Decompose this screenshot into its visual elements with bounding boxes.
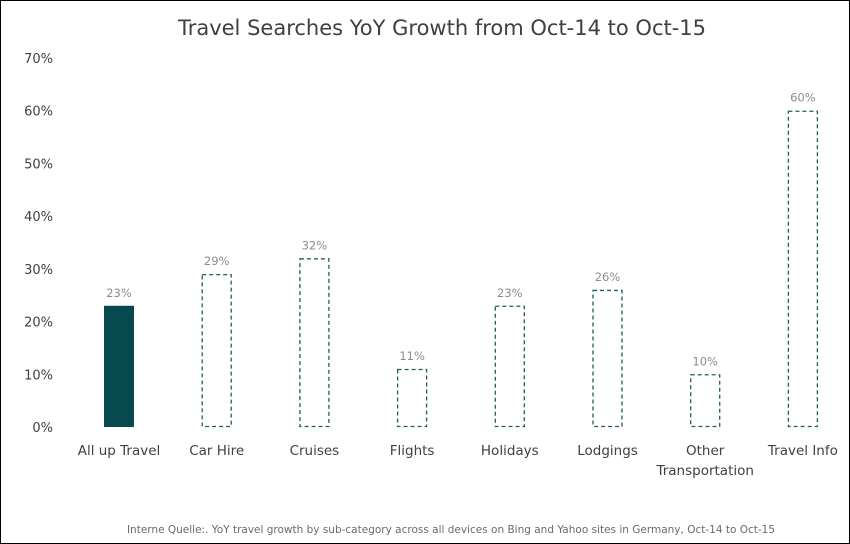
y-tick-label: 0% — [32, 421, 53, 436]
x-tick-label: Transportation — [655, 463, 753, 479]
bar — [592, 289, 623, 428]
x-axis: All up Travel Car Hire Cruises Flights Holid… — [78, 443, 838, 479]
x-tick-label: Lodgings — [577, 443, 638, 459]
data-label: 26% — [595, 270, 621, 284]
data-label: 60% — [790, 91, 816, 105]
bar — [299, 258, 330, 428]
source-note: Interne Quelle:. YoY travel growth by su… — [127, 524, 775, 536]
data-label: 29% — [204, 254, 230, 268]
y-tick-label: 50% — [24, 157, 53, 172]
bar — [104, 305, 134, 427]
y-tick-label: 10% — [24, 368, 53, 383]
x-tick-label: Car Hire — [189, 443, 244, 459]
chart-title: Travel Searches YoY Growth from Oct-14 t… — [177, 16, 706, 40]
data-label: 23% — [497, 286, 523, 300]
data-label: 23% — [106, 286, 132, 300]
y-axis: 0% 10% 20% 30% 40% 50% 60% 70% — [24, 52, 53, 436]
bar — [494, 305, 525, 428]
bars — [104, 110, 819, 428]
data-label: 11% — [399, 349, 425, 363]
y-tick-label: 70% — [24, 52, 53, 67]
y-tick-label: 30% — [24, 263, 53, 278]
x-tick-label: Flights — [390, 443, 435, 459]
y-tick-label: 40% — [24, 210, 53, 225]
bar — [201, 273, 232, 428]
x-tick-label: Travel Info — [767, 443, 838, 459]
y-tick-label: 20% — [24, 316, 53, 331]
data-labels: 23% 29% 32% 11% 23% 26% 10% 60% — [106, 91, 816, 369]
x-tick-label: Other — [686, 443, 725, 459]
x-tick-label: Holidays — [481, 443, 539, 459]
y-tick-label: 60% — [24, 105, 53, 120]
x-tick-label: Cruises — [290, 443, 340, 459]
data-label: 10% — [692, 354, 718, 368]
x-tick-label: All up Travel — [78, 443, 161, 459]
bar — [690, 374, 721, 428]
data-label: 32% — [302, 238, 328, 252]
bar — [396, 368, 428, 428]
bar — [787, 110, 819, 428]
